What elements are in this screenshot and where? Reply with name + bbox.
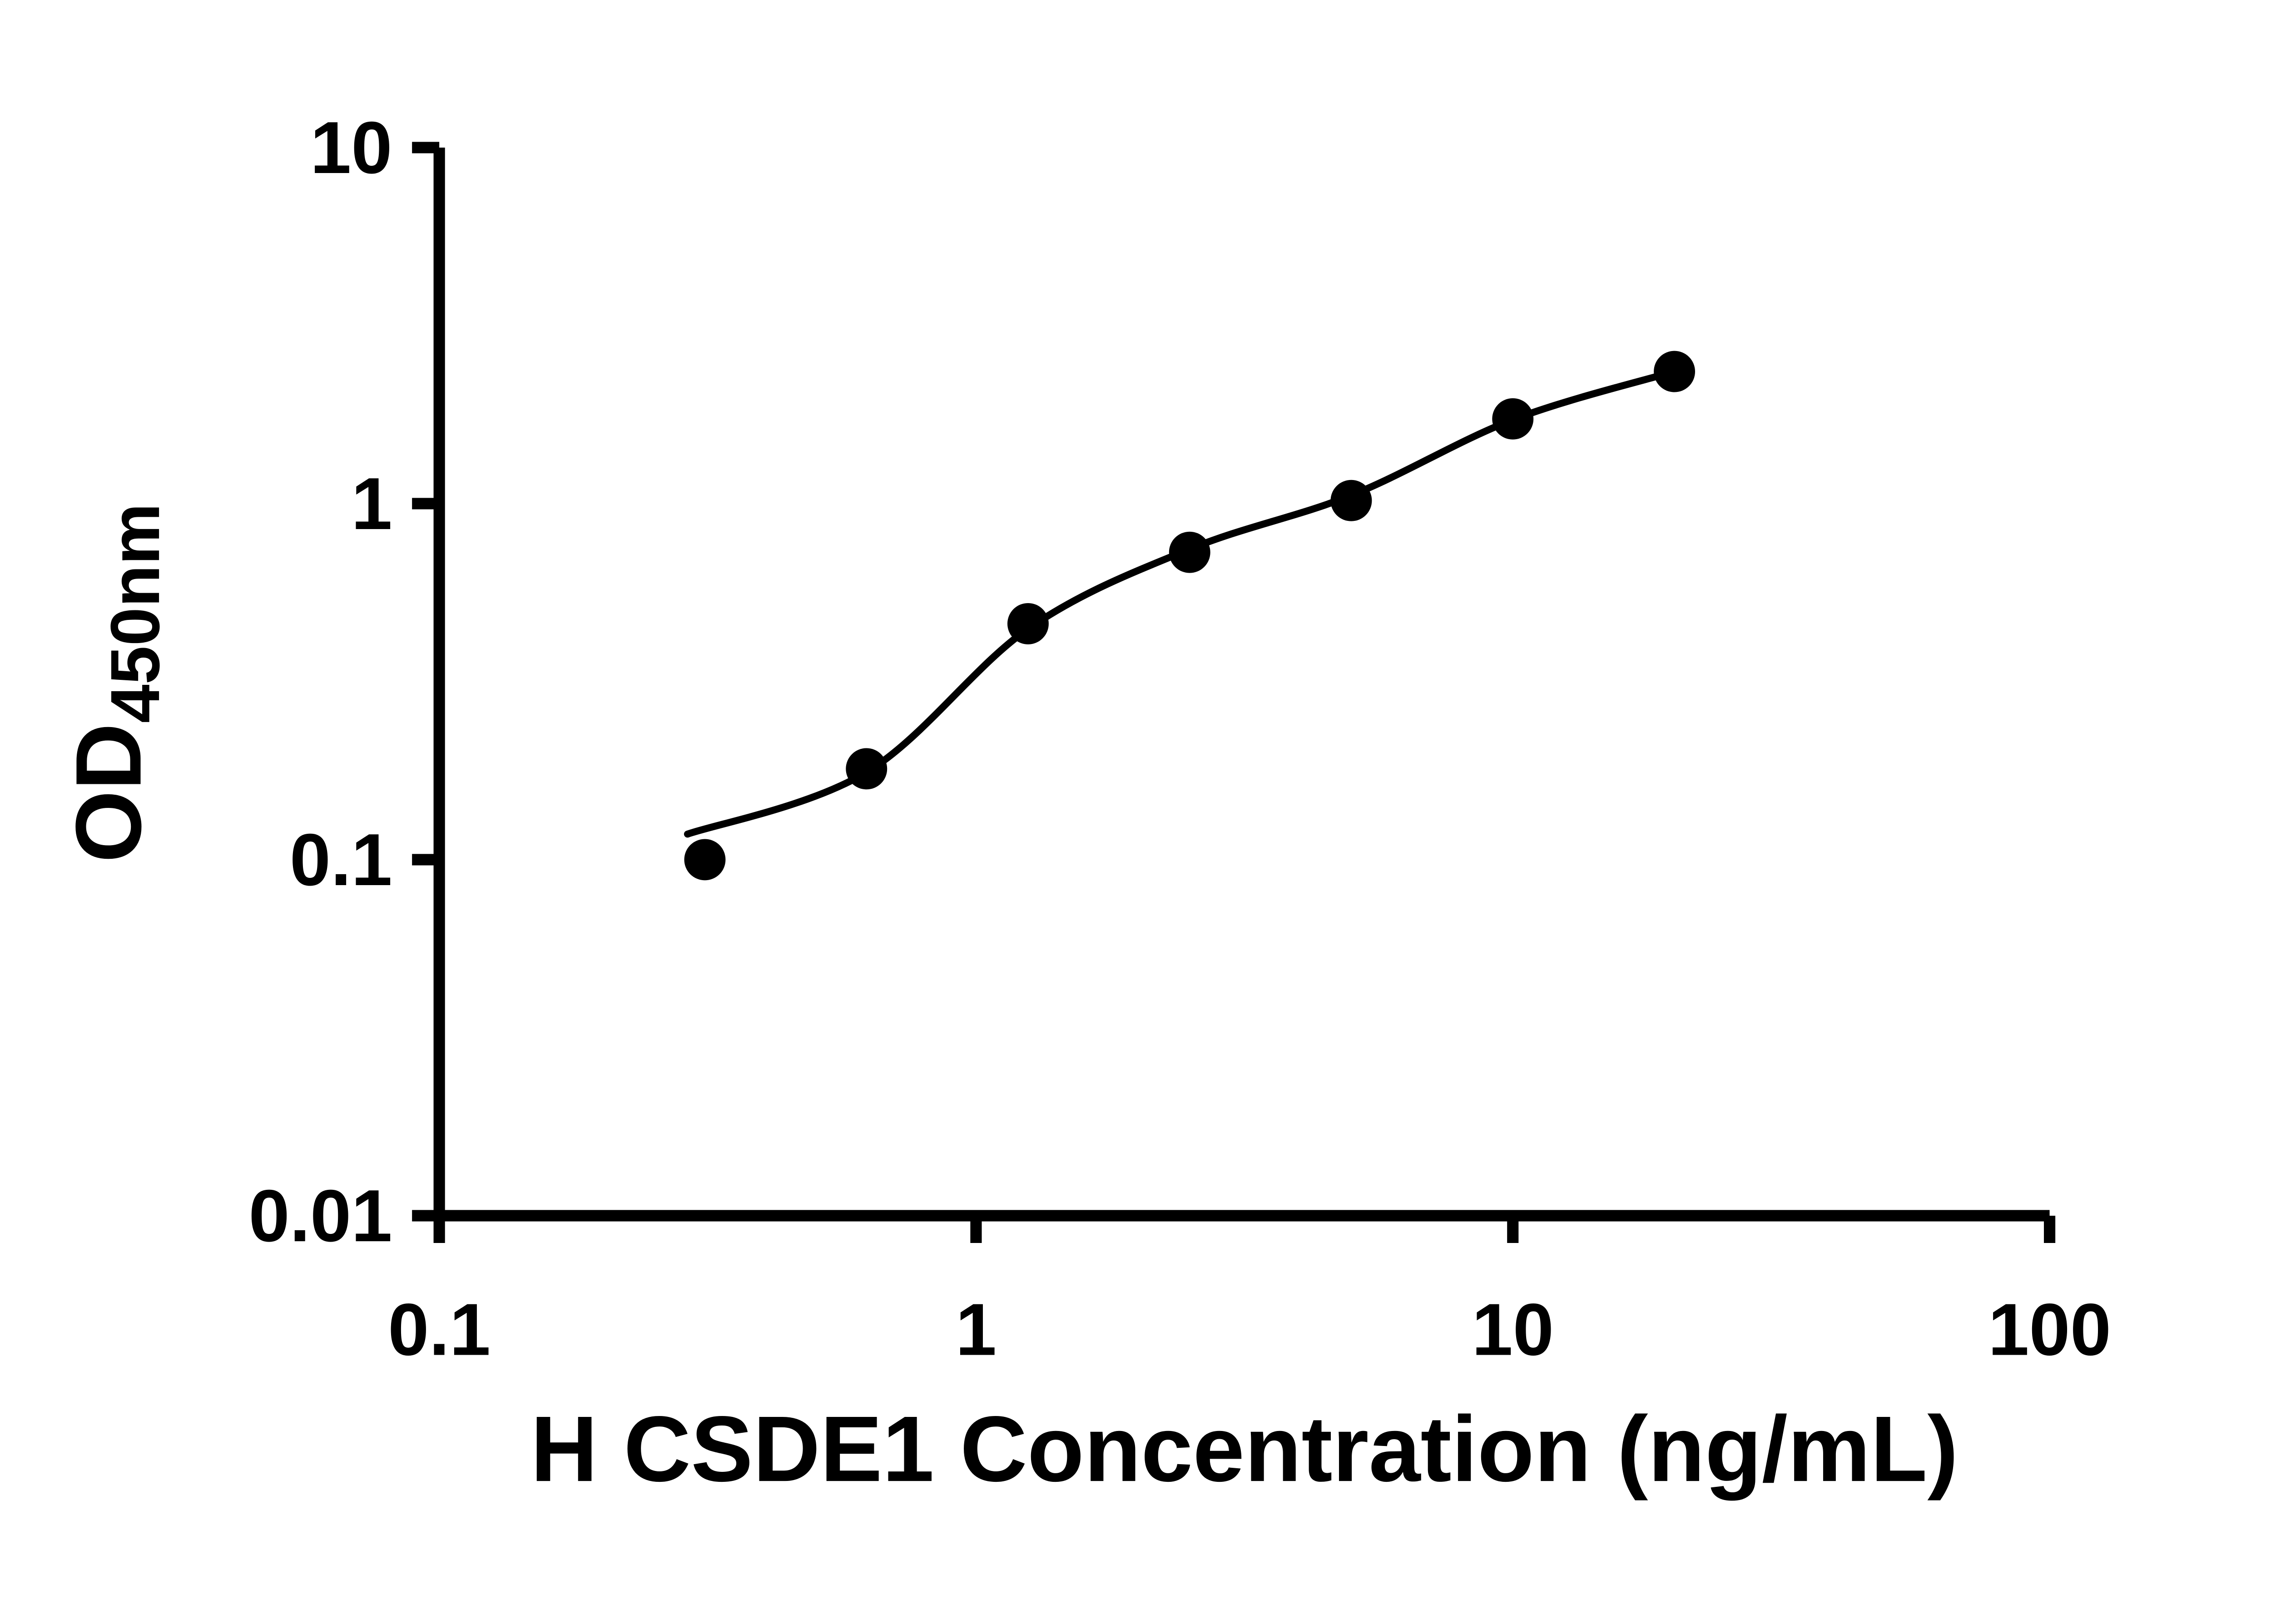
y-axis-title-subscript: 450nm <box>97 503 174 723</box>
data-point <box>1492 398 1534 440</box>
y-axis-title: OD450nm <box>56 503 174 863</box>
data-point <box>1330 480 1372 521</box>
y-axis-title-prefix: OD <box>56 723 160 863</box>
elisa-standard-curve-page: 0.1 1 10 100 0.01 0.1 1 10 H CSDE1 Concentration… <box>56 107 2112 1501</box>
axis-line <box>433 147 2050 1222</box>
data-point <box>1654 351 1696 392</box>
fit-curve <box>684 368 1678 838</box>
y-axis-tick-label: 0.01 <box>248 1175 392 1257</box>
y-axis-tick-label: 0.1 <box>290 819 392 901</box>
data-point <box>1169 531 1210 573</box>
y-axis-tick-label: 1 <box>351 463 392 545</box>
x-axis-tick-label: 10 <box>1472 1289 1554 1371</box>
data-point <box>684 839 726 881</box>
y-axis-tick-label: 10 <box>310 107 392 189</box>
x-axis-tick-label: 100 <box>1988 1289 2111 1371</box>
data-point <box>1007 603 1049 644</box>
data-point <box>846 748 888 790</box>
x-axis-title: H CSDE1 Concentration (ng/mL) <box>531 1397 1959 1501</box>
standard-curve-chart: 0.1 1 10 100 0.01 0.1 1 10 H CSDE1 Concentration… <box>56 107 2111 1501</box>
x-axis-tick-label: 0.1 <box>388 1289 491 1371</box>
x-axis-tick-label: 1 <box>956 1289 997 1371</box>
